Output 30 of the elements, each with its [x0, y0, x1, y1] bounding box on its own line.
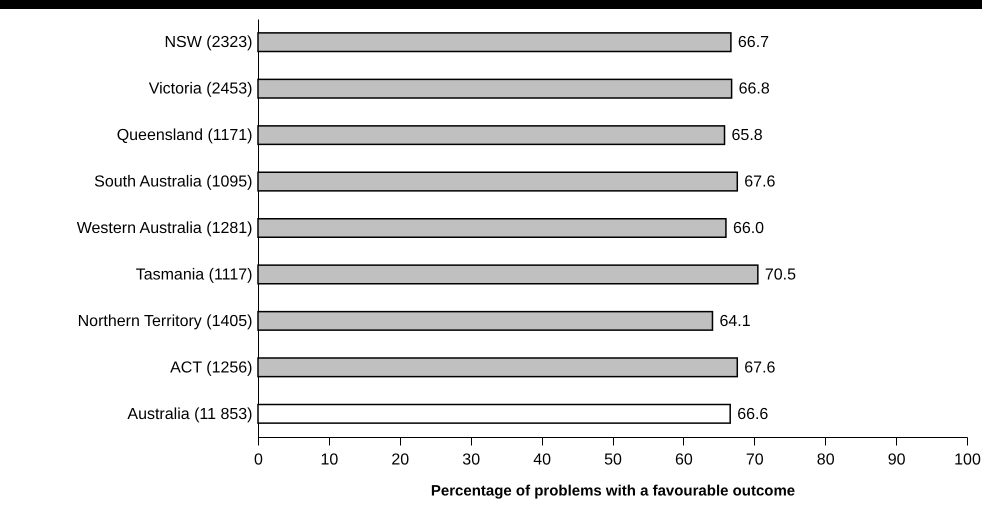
y-tick-label: ACT (1256) — [170, 359, 252, 376]
y-tick-label: South Australia (1095) — [94, 174, 252, 191]
y-tick-label: Australia (11 853) — [127, 406, 252, 423]
x-tick-label: 40 — [533, 452, 552, 468]
y-tick-label: Northern Territory (1405) — [78, 312, 252, 330]
data-label: 66.7 — [738, 34, 770, 52]
data-label: 70.5 — [764, 266, 796, 284]
x-tick-label: 10 — [320, 452, 338, 468]
x-tick-label: 30 — [462, 452, 480, 468]
y-tick-label: NSW (2323) — [164, 34, 252, 52]
data-label: 65.8 — [732, 127, 763, 144]
x-tick-label: 60 — [675, 452, 693, 468]
y-tick-label: Victoria (2453) — [148, 80, 252, 98]
data-label: 66.8 — [738, 80, 770, 98]
x-tick-label: 80 — [816, 452, 835, 468]
x-tick-label: 100 — [954, 452, 981, 468]
data-label: 67.6 — [744, 359, 776, 376]
data-label: 67.6 — [744, 174, 776, 191]
x-tick-label: 0 — [254, 452, 264, 468]
data-label: 66.0 — [732, 220, 764, 237]
y-tick-label: Tasmania (1117) — [136, 266, 252, 284]
data-label: 64.1 — [719, 312, 751, 330]
x-tick-label: 20 — [391, 452, 410, 468]
data-label: 66.6 — [737, 406, 768, 423]
y-tick-label: Western Australia (1281) — [76, 220, 252, 237]
x-tick-label: 90 — [888, 452, 906, 468]
x-axis-title: Percentage of problems with a favourable outcome — [430, 482, 796, 500]
y-tick-label: Queensland (1171) — [116, 127, 252, 144]
x-tick-label: 50 — [604, 452, 622, 468]
x-tick-label: 70 — [746, 452, 764, 468]
